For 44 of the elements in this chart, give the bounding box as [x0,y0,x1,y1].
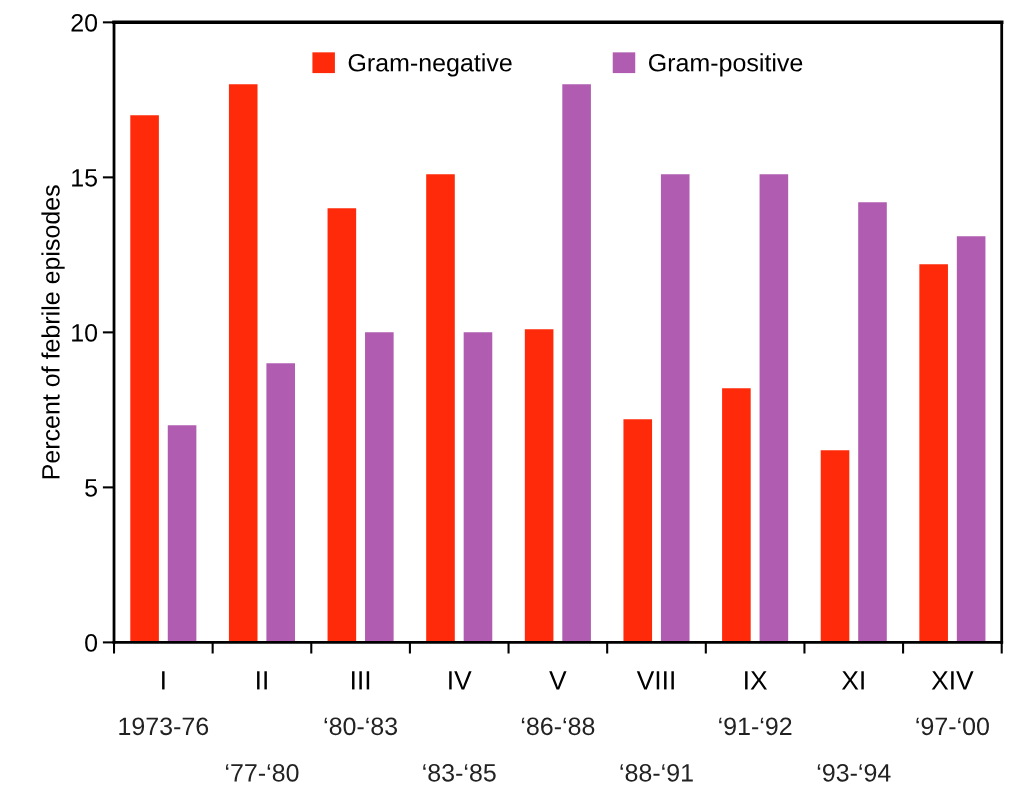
legend-label: Gram-positive [649,53,803,77]
bar [820,450,850,643]
y-tick-label: 5 [85,479,97,497]
y-tick-label: 10 [72,323,98,342]
bar [759,174,789,643]
bar [524,329,554,643]
bar [722,388,751,643]
x-tick-label: V [549,671,567,690]
y-tick-label: 0 [85,633,98,652]
x-tick-label: III [352,671,370,690]
bar [266,363,296,643]
bar [956,236,986,643]
y-tick-label: 15 [72,169,97,187]
text: ‘97-‘00 [916,717,989,736]
text: ‘77-‘80 [225,763,299,782]
text: ‘88-‘91 [620,763,693,782]
text: ‘91-‘92 [719,717,792,736]
bar [623,419,653,643]
bar [426,174,455,643]
text: ‘86-‘88 [521,717,595,736]
text: ‘93-‘94 [817,763,891,782]
bar [365,332,394,643]
bar [327,208,357,643]
x-tick-label: VIII [636,671,674,690]
y-tick-label: 20 [71,13,98,32]
bar [228,84,258,643]
bar [562,84,591,643]
x-tick-label: IV [449,671,472,690]
text: ‘83-‘85 [423,763,496,782]
bar [660,174,690,643]
x-tick-label: XIV [931,671,974,690]
bar [919,264,948,643]
x-tick-label: I [162,671,165,690]
text: 1973-76 [119,717,209,736]
bar [167,425,197,643]
bar [130,115,159,643]
y-axis-title: Percent of febrile episodes [41,185,65,479]
text: ‘80-‘83 [324,717,398,736]
bar [463,332,493,643]
bar [858,202,887,643]
x-tick-label: IX [745,671,768,690]
x-tick-label: II [257,671,267,690]
x-tick-label: XI [841,671,864,690]
legend-label: Gram-negative [348,53,512,77]
